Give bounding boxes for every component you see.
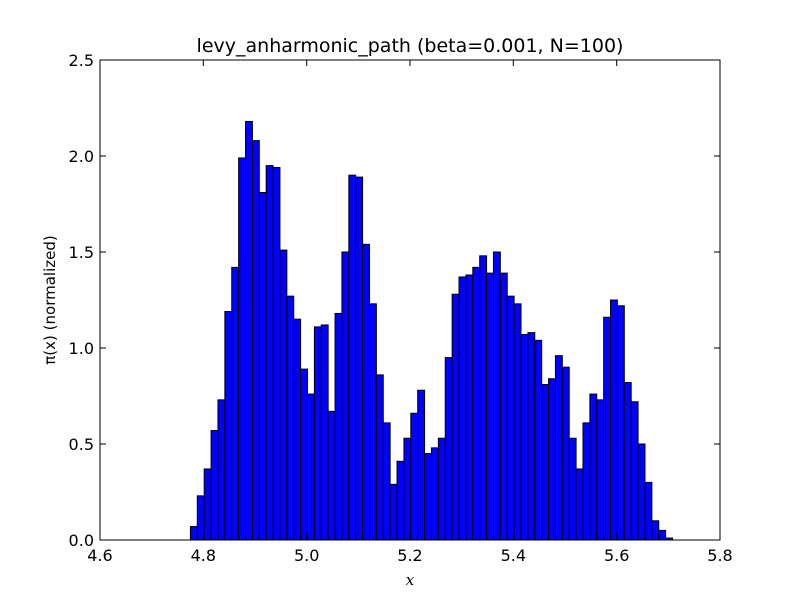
histogram-bar	[465, 274, 474, 541]
histogram-bar	[217, 399, 226, 541]
histogram-bar	[534, 339, 543, 541]
histogram-bar	[548, 378, 556, 541]
histogram-bar	[258, 191, 267, 541]
histogram-bar	[348, 174, 357, 541]
histogram-bar	[410, 412, 419, 541]
histogram-bar	[334, 312, 343, 541]
y-tick-label: 1.5	[69, 243, 94, 262]
histogram-bar	[430, 447, 439, 541]
histogram-bar	[472, 266, 481, 541]
histogram-bar	[596, 399, 605, 541]
histogram-bar	[251, 140, 260, 541]
histogram-bar	[382, 422, 391, 541]
histogram-bar	[320, 324, 329, 541]
histogram-bar	[403, 437, 412, 541]
histogram-bar	[300, 368, 308, 541]
x-tick-label: 5.8	[707, 546, 732, 565]
histogram-bar	[575, 468, 584, 541]
histogram-bar	[623, 382, 632, 541]
histogram-bar	[265, 165, 274, 541]
histogram-bar	[231, 266, 240, 541]
histogram-bars	[189, 120, 674, 541]
histogram-bar	[541, 383, 550, 541]
histogram-bar	[389, 483, 398, 541]
histogram-bar	[651, 520, 660, 541]
histogram-bar	[327, 410, 336, 541]
x-tick-label: 5.2	[397, 546, 422, 565]
histogram-bar	[486, 272, 494, 541]
histogram-bar	[637, 443, 646, 541]
histogram-bar	[437, 437, 446, 541]
histogram-bar	[451, 293, 460, 541]
histogram-bar	[306, 393, 315, 541]
histogram-bar	[286, 295, 295, 541]
histogram-bar	[658, 529, 667, 541]
x-tick-label: 4.6	[87, 546, 112, 565]
histogram-bar	[444, 357, 453, 541]
histogram-bar	[424, 453, 432, 541]
y-tick-label: 2.5	[69, 51, 94, 70]
histogram-bar	[238, 157, 247, 541]
histogram-bar	[368, 303, 377, 541]
histogram-bar	[610, 299, 618, 541]
histogram-bar	[499, 272, 508, 541]
histogram-bar	[644, 481, 653, 541]
histogram-bar	[513, 303, 522, 541]
x-tick-label: 4.8	[191, 546, 216, 565]
histogram-bar	[616, 305, 625, 541]
histogram-bar	[479, 255, 488, 541]
histogram-bar	[458, 276, 467, 541]
histogram-bar	[341, 251, 350, 541]
x-axis: 4.6 4.8 5.0 5.2 5.4 5.6 5.8	[87, 60, 733, 565]
histogram-bar	[630, 401, 639, 541]
histogram-bar	[245, 120, 253, 541]
histogram-bar	[355, 176, 364, 541]
x-tick-label: 5.4	[501, 546, 526, 565]
histogram-bar	[582, 422, 591, 541]
x-tick-label: 5.6	[604, 546, 629, 565]
histogram-bar	[396, 460, 405, 541]
histogram-bar	[313, 326, 322, 541]
y-axis-label: π(x) (normalized)	[41, 235, 59, 364]
histogram-bar	[589, 393, 598, 541]
histogram-bar	[279, 249, 288, 541]
y-tick-label: 0.0	[69, 531, 94, 550]
histogram-bar	[492, 251, 501, 541]
y-axis: 0.0 0.5 1.0 1.5 2.0 2.5	[69, 51, 720, 550]
histogram-bar	[603, 316, 612, 541]
chart-title: levy_anharmonic_path (beta=0.001, N=100)	[197, 35, 624, 57]
histogram-bar	[210, 430, 219, 541]
histogram-bar	[293, 318, 302, 541]
histogram-bar	[527, 332, 536, 541]
histogram-bar	[362, 243, 370, 541]
x-tick-label: 5.0	[294, 546, 319, 565]
histogram-bar	[272, 167, 281, 541]
x-axis-label: x	[406, 571, 415, 589]
histogram-bar	[506, 295, 515, 541]
histogram-bar	[417, 389, 426, 541]
y-tick-label: 0.5	[69, 435, 94, 454]
histogram-bar	[196, 495, 205, 541]
histogram-bar	[203, 468, 212, 541]
histogram-bar	[554, 355, 563, 541]
y-tick-label: 2.0	[69, 147, 94, 166]
histogram-bar	[375, 374, 384, 541]
histogram-bar	[568, 437, 577, 541]
histogram-bar	[520, 334, 529, 541]
histogram-bar	[189, 526, 198, 541]
y-tick-label: 1.0	[69, 339, 94, 358]
histogram-bar	[224, 311, 233, 541]
histogram-bar	[561, 366, 570, 541]
